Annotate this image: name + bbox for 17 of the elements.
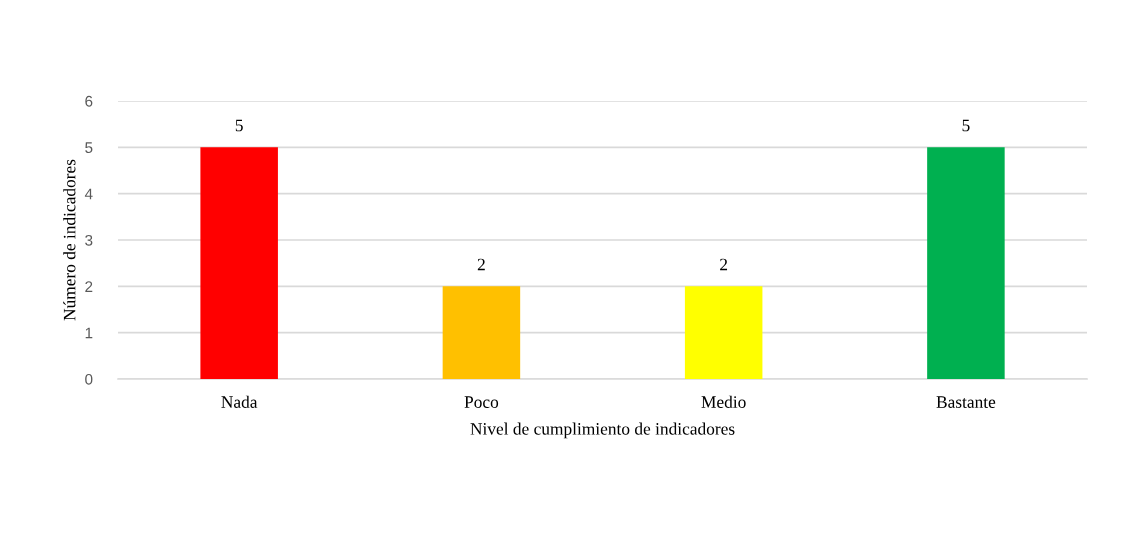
x-tick-label: Nada	[221, 395, 258, 408]
x-tick-label: Poco	[464, 396, 499, 408]
y-tick-label: 4	[84, 188, 93, 200]
y-tick-label: 5	[85, 142, 93, 154]
y-tick-label: 6	[85, 95, 93, 107]
y-tick-label: 1	[85, 327, 93, 339]
y-tick-label: 3	[85, 234, 93, 246]
x-tick-label: Medio	[701, 395, 746, 408]
x-axis-title: Nivel de cumplimiento de indicadores	[470, 422, 735, 439]
y-axis-title: Número de indicadores	[63, 159, 76, 321]
data-label: 2	[477, 258, 485, 271]
y-tick-label: 2	[85, 281, 93, 292]
data-label: 5	[235, 119, 243, 132]
y-tick-label: 0	[85, 373, 93, 385]
data-label: 5	[962, 119, 970, 132]
x-tick-label: Bastante	[936, 396, 996, 408]
data-label: 2	[720, 258, 728, 271]
